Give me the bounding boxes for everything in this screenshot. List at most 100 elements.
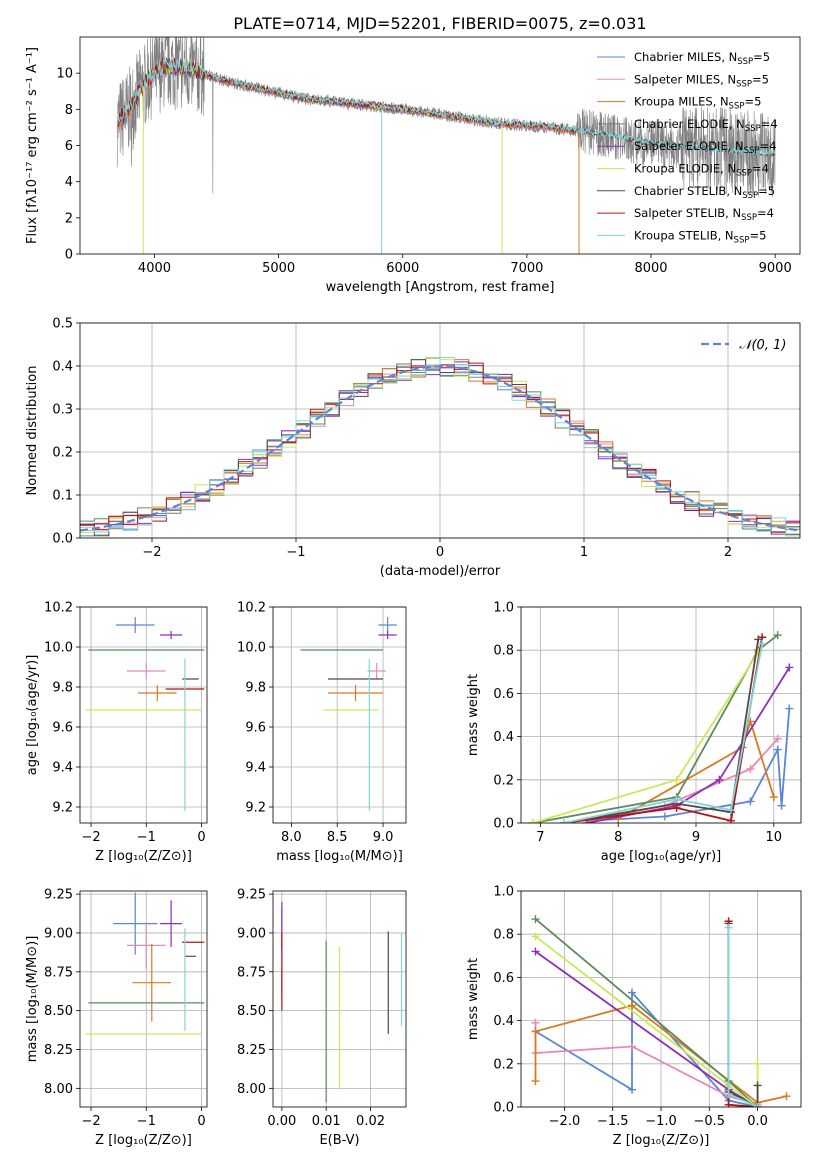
y-tick-label: 8.00	[237, 1082, 266, 1097]
weight-marker-salpeter_miles	[628, 1042, 637, 1051]
y-tick-label: 0.0	[493, 817, 514, 832]
y-tick-label: 9.25	[44, 888, 73, 903]
legend-suffix: =5	[744, 95, 761, 109]
axes-frame	[79, 36, 801, 255]
x-tick-label: −1	[286, 545, 305, 560]
weight-line-chabrier_miles	[535, 990, 758, 1107]
x-tick-label: 9.0	[373, 830, 394, 845]
y-tick-label: 9.8	[52, 681, 73, 696]
y-tick-label: 10.0	[237, 641, 266, 656]
y-tick-label: 9.4	[52, 761, 73, 776]
legend-suffix: =4	[760, 139, 777, 153]
x-tick-label: 8	[614, 830, 622, 845]
x-tick-label: 7000	[510, 261, 543, 276]
x-tick-label: −1.5	[597, 1114, 629, 1129]
legend-entry: Chabrier STELIB, NSSP=5	[634, 184, 775, 201]
y-tick-label: 0.4	[493, 1014, 514, 1029]
legend-entry: Chabrier MILES, NSSP=5	[634, 50, 770, 67]
weight-marker-kroupa_stelib	[727, 806, 735, 815]
y-tick-label: 2	[65, 211, 73, 226]
y-tick-label: 8.50	[237, 1004, 266, 1019]
legend-text: Salpeter MILES, N	[634, 72, 736, 86]
y-tick-label: 10.2	[237, 601, 266, 616]
y-tick-label: 8.50	[44, 1004, 73, 1019]
y-tick-label: 0.4	[52, 360, 73, 375]
weight-marker-kroupa_stelib	[753, 1103, 762, 1107]
x-tick-label: 0.0	[747, 1114, 768, 1129]
legend-entry: Salpeter ELODIE, NSSP=4	[634, 139, 777, 156]
weight-marker-kroupa_stelib	[724, 1090, 733, 1099]
x-tick-label: −1.0	[645, 1114, 677, 1129]
weight-line-salpeter_stelib	[563, 637, 763, 823]
x-tick-label: −1	[137, 1114, 156, 1129]
weight-marker-chabrier_miles	[746, 797, 755, 806]
weight-marker-salpeter_miles	[746, 765, 755, 773]
x-axis-label: age [log₁₀(age/yr)]	[601, 849, 722, 864]
y-tick-label: 1.0	[493, 601, 514, 616]
y-tick-label: 8.75	[237, 965, 266, 980]
axes-spectrum: 4000 5000 6000 7000 8000 9000 0 2 4 6 8 10 wavelengt…	[25, 36, 801, 295]
weight-marker-chabrier_stelib	[753, 1081, 762, 1090]
legend-suffix: =4	[761, 117, 778, 131]
y-tick-label: 0.3	[52, 403, 73, 418]
errorbar-plot	[300, 617, 397, 811]
weight-marker-kroupa_elodie	[528, 819, 537, 823]
x-tick-label: 10	[766, 830, 783, 845]
y-axis-label: Normed distribution	[25, 366, 40, 496]
weight-line-kroupa_elodie	[532, 651, 759, 823]
x-axis-label: Z [log₁₀(Z/Z⊙)]	[95, 849, 192, 864]
weight-marker-salpeter_stelib	[724, 1100, 733, 1107]
legend-text: Chabrier MILES, N	[634, 50, 737, 64]
y-tick-label: 0.2	[493, 773, 514, 788]
chart-layer: 4000 5000 6000 7000 8000 90000246810wavelengt…	[25, 36, 802, 1148]
x-tick-label: 8.5	[327, 830, 348, 845]
weight-marker-kroupa_elodie	[753, 1059, 762, 1068]
y-tick-label: 9.8	[245, 681, 266, 696]
weight-marker-kroupa_miles	[628, 1001, 637, 1010]
weight-marker-chabrier_miles	[777, 801, 786, 810]
x-tick-label: −2	[81, 830, 100, 845]
errorbar-plot	[85, 892, 205, 1035]
weight-line-chabrier_stelib	[563, 639, 760, 823]
legend-subscript: SSP	[737, 57, 753, 67]
axes-frame	[520, 890, 802, 1108]
weight-marker-kroupa_stelib	[559, 819, 568, 823]
weight-line-kroupa_stelib	[563, 643, 763, 823]
legend-suffix: =5	[753, 50, 770, 64]
legend-entry: 𝒩(0, 1)	[739, 338, 786, 353]
weight-marker-kroupa_miles	[769, 793, 778, 802]
y-tick-label: 9.00	[44, 926, 73, 941]
legend-entry: Kroupa ELODIE, NSSP=4	[634, 162, 769, 179]
legend-subscript: SSP	[729, 102, 745, 112]
y-tick-label: 8.75	[44, 965, 73, 980]
axes-frame	[272, 890, 407, 1108]
x-tick-label: 8.0	[281, 830, 302, 845]
legend-suffix: =4	[757, 206, 774, 220]
legend-text: Kroupa MILES, N	[634, 95, 729, 109]
legend-entry: Kroupa MILES, NSSP=5	[634, 95, 761, 112]
weight-marker-chabrier_elodie	[773, 631, 782, 640]
x-tick-label: 4000	[138, 261, 171, 276]
x-tick-label: 0.00	[267, 1114, 296, 1129]
x-axis-label: mass [log₁₀(M/M⊙)]	[276, 849, 403, 864]
x-axis-label: (data-model)/error	[380, 564, 501, 579]
weight-marker-kroupa_miles	[531, 1027, 540, 1036]
weight-marker-salpeter_stelib	[672, 803, 681, 812]
errorbar-plot	[281, 901, 403, 1103]
y-tick-label: 0.8	[493, 928, 514, 943]
y-tick-label: 0.1	[52, 489, 73, 504]
weight-marker-salpeter_elodie	[785, 663, 794, 672]
x-tick-label: 8000	[634, 261, 667, 276]
x-tick-label: 0.01	[312, 1114, 341, 1129]
legend-text: Salpeter STELIB, N	[634, 206, 741, 220]
x-tick-label: 0	[436, 545, 444, 560]
weight-marker-kroupa_elodie	[531, 932, 540, 941]
weight-line-chabrier_elodie	[532, 634, 779, 823]
x-tick-label: 2	[724, 545, 732, 560]
normal-curve	[80, 365, 800, 532]
model-line-kroupa_stelib	[116, 57, 776, 157]
x-tick-label: 7	[536, 830, 544, 845]
legend-suffix: =4	[752, 162, 769, 176]
x-tick-label: −1	[137, 830, 156, 845]
y-tick-label: 0.0	[52, 532, 73, 547]
